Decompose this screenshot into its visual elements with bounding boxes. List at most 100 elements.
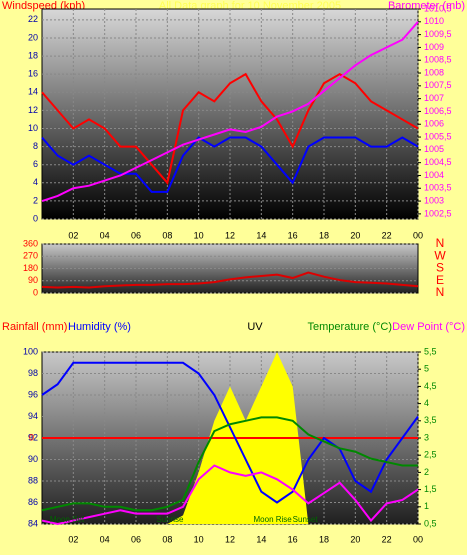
x-tick-label: 08	[162, 230, 172, 240]
y-tick-label: 360	[23, 238, 38, 248]
x-tick-label: 06	[131, 534, 141, 544]
x-tick-label: 02	[68, 230, 78, 240]
uv-label: UV	[247, 321, 263, 333]
series-line	[41, 21, 419, 203]
annotation: Sunrise	[156, 515, 184, 524]
y-tick-label: 14	[28, 87, 38, 97]
x-tick-label: 08	[162, 534, 172, 544]
y-tick-label: 96	[28, 389, 38, 399]
x-tick-label: 00	[413, 230, 423, 240]
y2-tick-label: 1010,5	[424, 3, 452, 13]
x-tick-label: 14	[256, 534, 266, 544]
x-tick-label: 20	[350, 534, 360, 544]
x-tick-label: 16	[288, 230, 298, 240]
series-line	[41, 136, 419, 193]
y2-tick-label: 5	[424, 364, 429, 374]
x-tick-label: 10	[194, 230, 204, 240]
title: All Data graph for 10 November 2005	[159, 0, 341, 12]
x-tick-label: 18	[319, 230, 329, 240]
y2-tick-label: 1	[424, 501, 429, 511]
series-line	[41, 72, 419, 185]
x-tick-label: 00	[413, 534, 423, 544]
x-tick-label: 22	[382, 230, 392, 240]
y-tick-label: 18	[28, 50, 38, 60]
y2-label: Barometer (mb)	[388, 0, 465, 12]
y-tick-label: 12	[28, 105, 38, 115]
y2-tick-label: 1008,5	[424, 55, 452, 65]
humidity-label: Humidity (%)	[68, 321, 131, 333]
y-tick-label: 0	[33, 213, 38, 223]
x-tick-label: 04	[100, 230, 110, 240]
y2-tick-label: 1006	[424, 119, 444, 129]
y2-tick-label: 1007,5	[424, 80, 452, 90]
series-line	[41, 361, 419, 504]
annotation: Moon Rise	[254, 515, 293, 524]
y2-tick-label: 4	[424, 398, 429, 408]
y2-tick-label: 2,5	[424, 450, 437, 460]
x-tick-label: 16	[288, 534, 298, 544]
y-tick-label: 90	[28, 454, 38, 464]
y-tick-label: 94	[28, 411, 38, 421]
y2-tick-label: 1003	[424, 195, 444, 205]
y2-tick-label: 5,5	[424, 346, 437, 356]
y2-tick-label: 1002,5	[424, 208, 452, 218]
y-tick-label: 0	[33, 287, 38, 297]
x-tick-label: 06	[131, 230, 141, 240]
x-tick-label: 04	[100, 534, 110, 544]
temp-label: Temperature (°C)	[308, 321, 392, 333]
x-tick-label: 10	[194, 534, 204, 544]
y-tick-label: 90	[28, 275, 38, 285]
y2-tick-label: 3,5	[424, 415, 437, 425]
x-tick-label: 12	[225, 230, 235, 240]
series-line	[41, 271, 419, 289]
y-tick-label: 20	[28, 32, 38, 42]
y2-tick-label: 1006,5	[424, 106, 452, 116]
annotation: Moon Set	[50, 515, 85, 524]
y2-tick-label: 2	[424, 467, 429, 477]
y2-tick-label: 1009	[424, 42, 444, 52]
y2-tick-label: 1005,5	[424, 131, 452, 141]
x-tick-label: 22	[382, 534, 392, 544]
y-tick-label: 22	[28, 14, 38, 24]
y2-tick-label: 1008	[424, 67, 444, 77]
x-tick-label: 02	[68, 534, 78, 544]
y3-tick-label: 0	[29, 432, 34, 442]
compass-label: E	[436, 273, 444, 287]
x-tick-label: 18	[319, 534, 329, 544]
y-tick-label: 10	[28, 123, 38, 133]
series-line	[41, 464, 419, 526]
y-tick-label: 86	[28, 497, 38, 507]
y-tick-label: 100	[23, 346, 38, 356]
y2-tick-label: 1003,5	[424, 183, 452, 193]
y-tick-label: 270	[23, 251, 38, 261]
y2-tick-label: 4,5	[424, 381, 437, 391]
y-label: Windspeed (kph)	[2, 0, 85, 12]
y2-tick-label: 1009,5	[424, 29, 452, 39]
y-tick-label: 88	[28, 475, 38, 485]
dew-label: Dew Point (°C)	[392, 321, 465, 333]
annotation: Sunset	[293, 515, 319, 524]
y-tick-label: 2	[33, 195, 38, 205]
y2-tick-label: 1,5	[424, 484, 437, 494]
y2-tick-label: 1004,5	[424, 157, 452, 167]
y-tick-label: 92	[28, 432, 38, 442]
y2-tick-label: 0,5	[424, 518, 437, 528]
x-tick-label: 14	[256, 230, 266, 240]
y2-tick-label: 3	[424, 432, 429, 442]
y2-tick-label: 1004	[424, 170, 444, 180]
y2-tick-label: 1010	[424, 16, 444, 26]
y-tick-label: 4	[33, 177, 38, 187]
rain-label: Rainfall (mm)	[2, 321, 67, 333]
y-tick-label: 98	[28, 368, 38, 378]
compass-label: W	[434, 248, 446, 262]
series-line	[41, 416, 418, 512]
y-tick-label: 84	[28, 518, 38, 528]
x-tick-label: 20	[350, 230, 360, 240]
x-tick-label: 12	[225, 534, 235, 544]
y-tick-label: 180	[23, 263, 38, 273]
compass-label: S	[436, 261, 444, 275]
compass-label: N	[436, 236, 445, 250]
y2-tick-label: 1005	[424, 144, 444, 154]
y2-tick-label: 1007	[424, 93, 444, 103]
